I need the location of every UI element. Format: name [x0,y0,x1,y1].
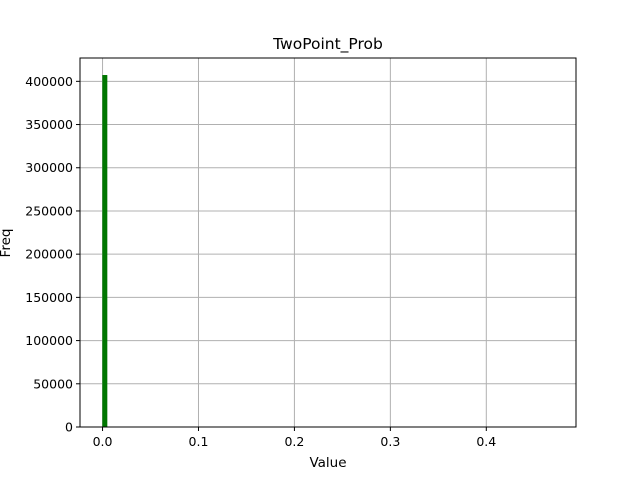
x-tick-label: 0.4 [476,434,496,449]
x-tick-label: 0.1 [189,434,209,449]
y-tick-label: 0 [65,420,73,435]
grid-lines [80,58,576,428]
x-axis-label: Value [309,455,346,471]
y-axis-label: Freq [0,229,14,258]
x-tick-label: 0.0 [93,434,113,449]
y-tick-label: 150000 [25,290,73,305]
y-tick-label: 200000 [25,247,73,262]
x-axis-ticks: 0.0 0.1 0.2 0.3 0.4 [93,427,496,449]
x-tick-label: 0.2 [284,434,304,449]
x-tick-label: 0.3 [380,434,400,449]
y-tick-label: 100000 [25,333,73,348]
histogram-bar [102,75,108,428]
y-tick-label: 350000 [25,117,73,132]
histogram-bars [102,75,108,428]
y-tick-label: 250000 [25,203,73,218]
y-tick-label: 400000 [25,74,73,89]
y-tick-label: 300000 [25,160,73,175]
y-tick-label: 50000 [33,376,73,391]
chart-title: TwoPoint_Prob [272,35,383,54]
plot-frame [79,57,577,428]
y-axis-ticks: 0 50000 100000 150000 200000 250000 300000 3500… [25,74,80,435]
